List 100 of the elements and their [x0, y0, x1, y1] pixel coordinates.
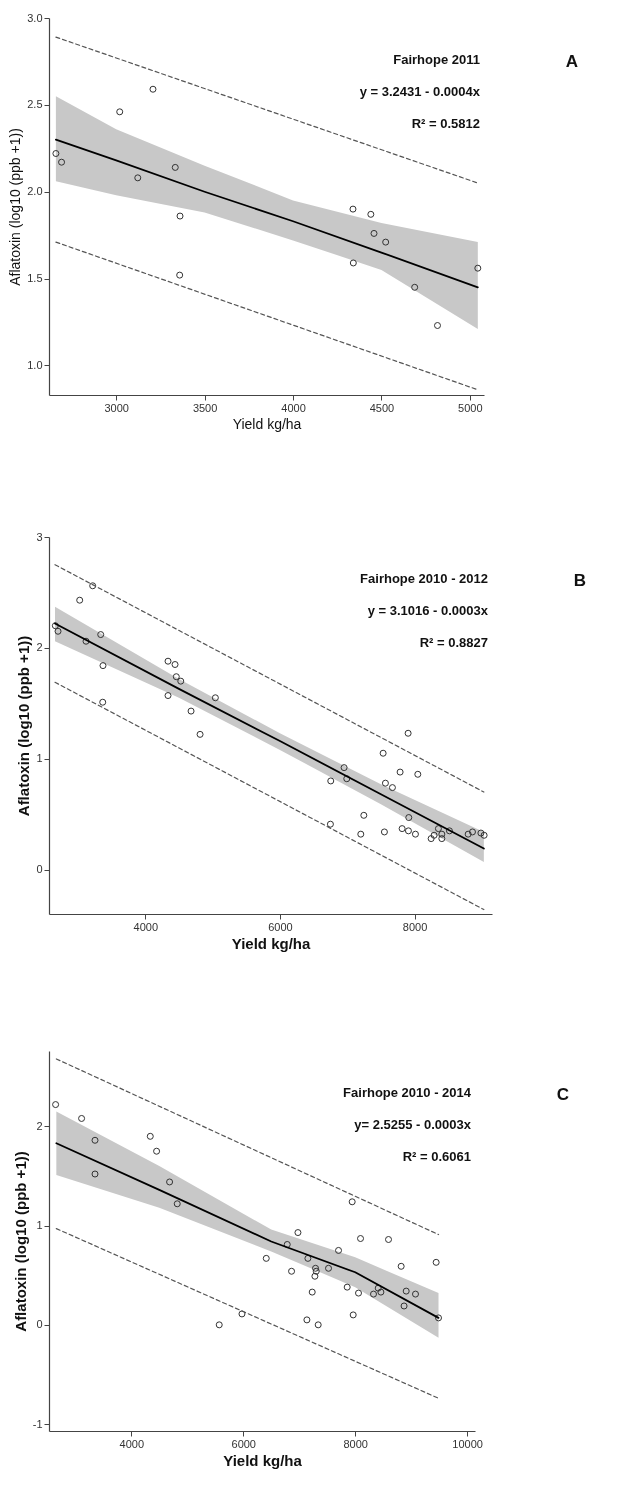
point	[325, 1264, 332, 1272]
point	[134, 174, 142, 182]
point	[303, 1316, 311, 1324]
x-tick-label: 8000	[343, 1437, 368, 1450]
point	[445, 827, 453, 835]
x-tick-label: 4000	[133, 920, 159, 933]
point	[430, 831, 438, 839]
x-axis-title: Yield kg/ha	[223, 1451, 303, 1469]
point	[374, 1284, 382, 1292]
point	[78, 1114, 86, 1122]
point	[314, 1321, 322, 1329]
point	[262, 1254, 270, 1262]
y-axis-title: Aflatoxin (log10 (ppb +1))	[11, 1151, 29, 1332]
y-tick-label: 2.5	[27, 98, 43, 111]
point	[427, 835, 435, 843]
annotation: R² = 0.8827	[419, 635, 488, 650]
x-tick-label: 10000	[452, 1437, 483, 1450]
point	[51, 622, 59, 630]
point	[357, 830, 365, 838]
annotation: R² = 0.6061	[402, 1149, 471, 1164]
point	[377, 1288, 385, 1296]
point	[97, 631, 105, 639]
x-tick-label: 5000	[458, 401, 483, 414]
point	[91, 1136, 99, 1144]
x-tick-label: 8000	[402, 920, 428, 933]
point	[464, 830, 472, 838]
point	[474, 264, 482, 272]
point	[326, 820, 334, 828]
y-tick-label: 2.0	[27, 185, 43, 198]
point	[116, 108, 124, 116]
text: B	[573, 571, 587, 590]
text: C	[556, 1085, 570, 1104]
point	[396, 768, 404, 776]
point	[349, 1311, 357, 1319]
point	[433, 322, 441, 329]
point	[173, 1200, 181, 1208]
x-tick-label: 3500	[192, 401, 218, 414]
y-tick-label: 1	[36, 752, 43, 765]
point	[283, 1240, 291, 1248]
point	[388, 784, 396, 792]
point	[379, 749, 387, 757]
point	[171, 661, 179, 669]
y-tick-label: 3	[36, 530, 43, 543]
text: A	[565, 52, 579, 71]
y-tick-label: 1.5	[27, 272, 43, 285]
point	[367, 210, 375, 218]
y-axis-title: Aflatoxin (log10 (ppb +1))	[15, 635, 33, 817]
point	[411, 830, 419, 838]
y-tick-label: 1.0	[27, 358, 43, 371]
point	[177, 677, 185, 685]
point	[349, 259, 357, 267]
point	[382, 238, 390, 246]
y-tick-label: -1	[32, 1417, 43, 1430]
point	[468, 828, 476, 836]
point	[343, 775, 351, 783]
y-tick-label: 2	[36, 1119, 43, 1132]
point	[238, 1310, 246, 1318]
point	[349, 205, 357, 213]
annotation: Fairhope 2011	[393, 52, 480, 67]
x-tick-label: 3000	[104, 401, 129, 414]
point	[288, 1267, 296, 1275]
point	[176, 271, 184, 279]
point	[149, 85, 157, 93]
point	[312, 1267, 320, 1275]
x-tick-label: 4000	[119, 1437, 145, 1450]
point	[343, 1283, 351, 1291]
point	[398, 825, 406, 833]
point	[480, 831, 488, 839]
point	[294, 1229, 302, 1237]
y-tick-label: 2	[36, 641, 43, 654]
point	[187, 707, 195, 715]
point	[348, 1198, 356, 1206]
point	[380, 828, 388, 836]
line-series	[55, 138, 479, 289]
annotation: y = 3.1016 - 0.0003x	[367, 603, 489, 618]
point	[308, 1288, 316, 1296]
point	[153, 1147, 161, 1155]
point	[335, 1246, 343, 1254]
annotation: y = 3.2431 - 0.0004x	[359, 84, 481, 99]
y-tick-label: 3.0	[27, 11, 43, 24]
x-tick-label: 6000	[231, 1437, 256, 1450]
point	[99, 662, 107, 670]
annotation: R² = 0.5812	[411, 116, 480, 131]
annotation: Fairhope 2010 - 2014	[343, 1085, 472, 1100]
point	[357, 1235, 365, 1243]
point	[76, 596, 84, 604]
point	[411, 283, 419, 291]
point	[166, 1178, 174, 1186]
point	[52, 150, 60, 158]
point	[360, 811, 368, 819]
point	[304, 1254, 312, 1262]
point	[91, 1170, 99, 1178]
point	[404, 827, 412, 835]
x-tick-label: 4500	[369, 401, 395, 414]
point	[411, 1290, 419, 1298]
point	[402, 1287, 410, 1295]
point	[196, 730, 204, 738]
point	[82, 637, 90, 645]
point	[327, 777, 335, 785]
point	[438, 830, 446, 838]
